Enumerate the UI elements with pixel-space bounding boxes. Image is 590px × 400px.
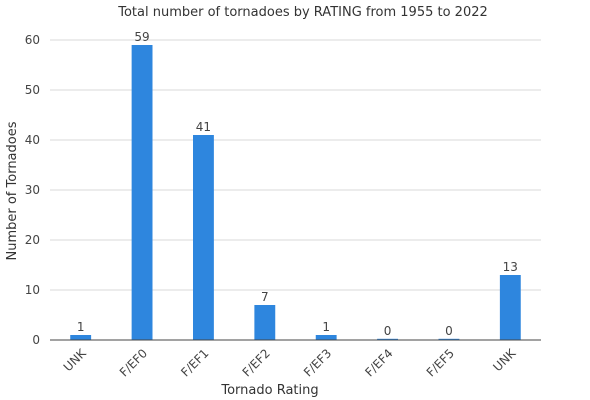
x-tick-label: F/EF2 (240, 346, 273, 379)
bar (499, 275, 521, 340)
grid (50, 39, 541, 291)
x-tick-label: F/EF4 (362, 346, 395, 379)
chart-title: Total number of tornadoes by RATING from… (117, 5, 488, 20)
bar (70, 335, 92, 340)
bar-value-label: 41 (196, 120, 211, 134)
y-tick-label: 60 (25, 33, 40, 47)
y-tick-label: 30 (25, 183, 40, 197)
y-tick-label: 10 (25, 283, 40, 297)
y-axis-ticks: 0 10 20 30 40 50 60 (25, 33, 40, 347)
y-tick-label: 20 (25, 233, 40, 247)
y-axis-label: Number of Tornadoes (5, 121, 20, 260)
bar (131, 45, 153, 340)
bar-value-label: 1 (77, 320, 85, 334)
bar-value-label: 0 (445, 324, 453, 338)
data-labels: 1 59 41 7 1 0 0 13 (77, 30, 518, 338)
y-tick-label: 40 (25, 133, 40, 147)
y-tick-label: 0 (32, 333, 40, 347)
bar (254, 305, 276, 340)
x-tick-label: F/EF0 (117, 346, 150, 379)
bar (377, 338, 398, 340)
bar-value-label: 59 (134, 30, 149, 44)
bar-value-label: 0 (384, 324, 392, 338)
y-tick-label: 50 (25, 83, 40, 97)
bar (315, 335, 337, 340)
x-tick-label: F/EF1 (178, 346, 211, 379)
x-axis-label: Tornado Rating (220, 383, 318, 398)
bar-value-label: 1 (322, 320, 330, 334)
x-tick-label: F/EF3 (301, 346, 334, 379)
x-tick-label: F/EF5 (424, 346, 457, 379)
x-tick-label: UNK (61, 345, 90, 374)
x-tick-label: UNK (490, 345, 519, 374)
bar-value-label: 7 (261, 290, 269, 304)
x-axis-ticks: UNK F/EF0 F/EF1 F/EF2 F/EF3 F/EF4 F/EF5 UNK (61, 345, 519, 379)
bar (438, 338, 460, 340)
bar (193, 135, 214, 340)
bar-value-label: 13 (503, 260, 518, 274)
bars (70, 45, 521, 340)
